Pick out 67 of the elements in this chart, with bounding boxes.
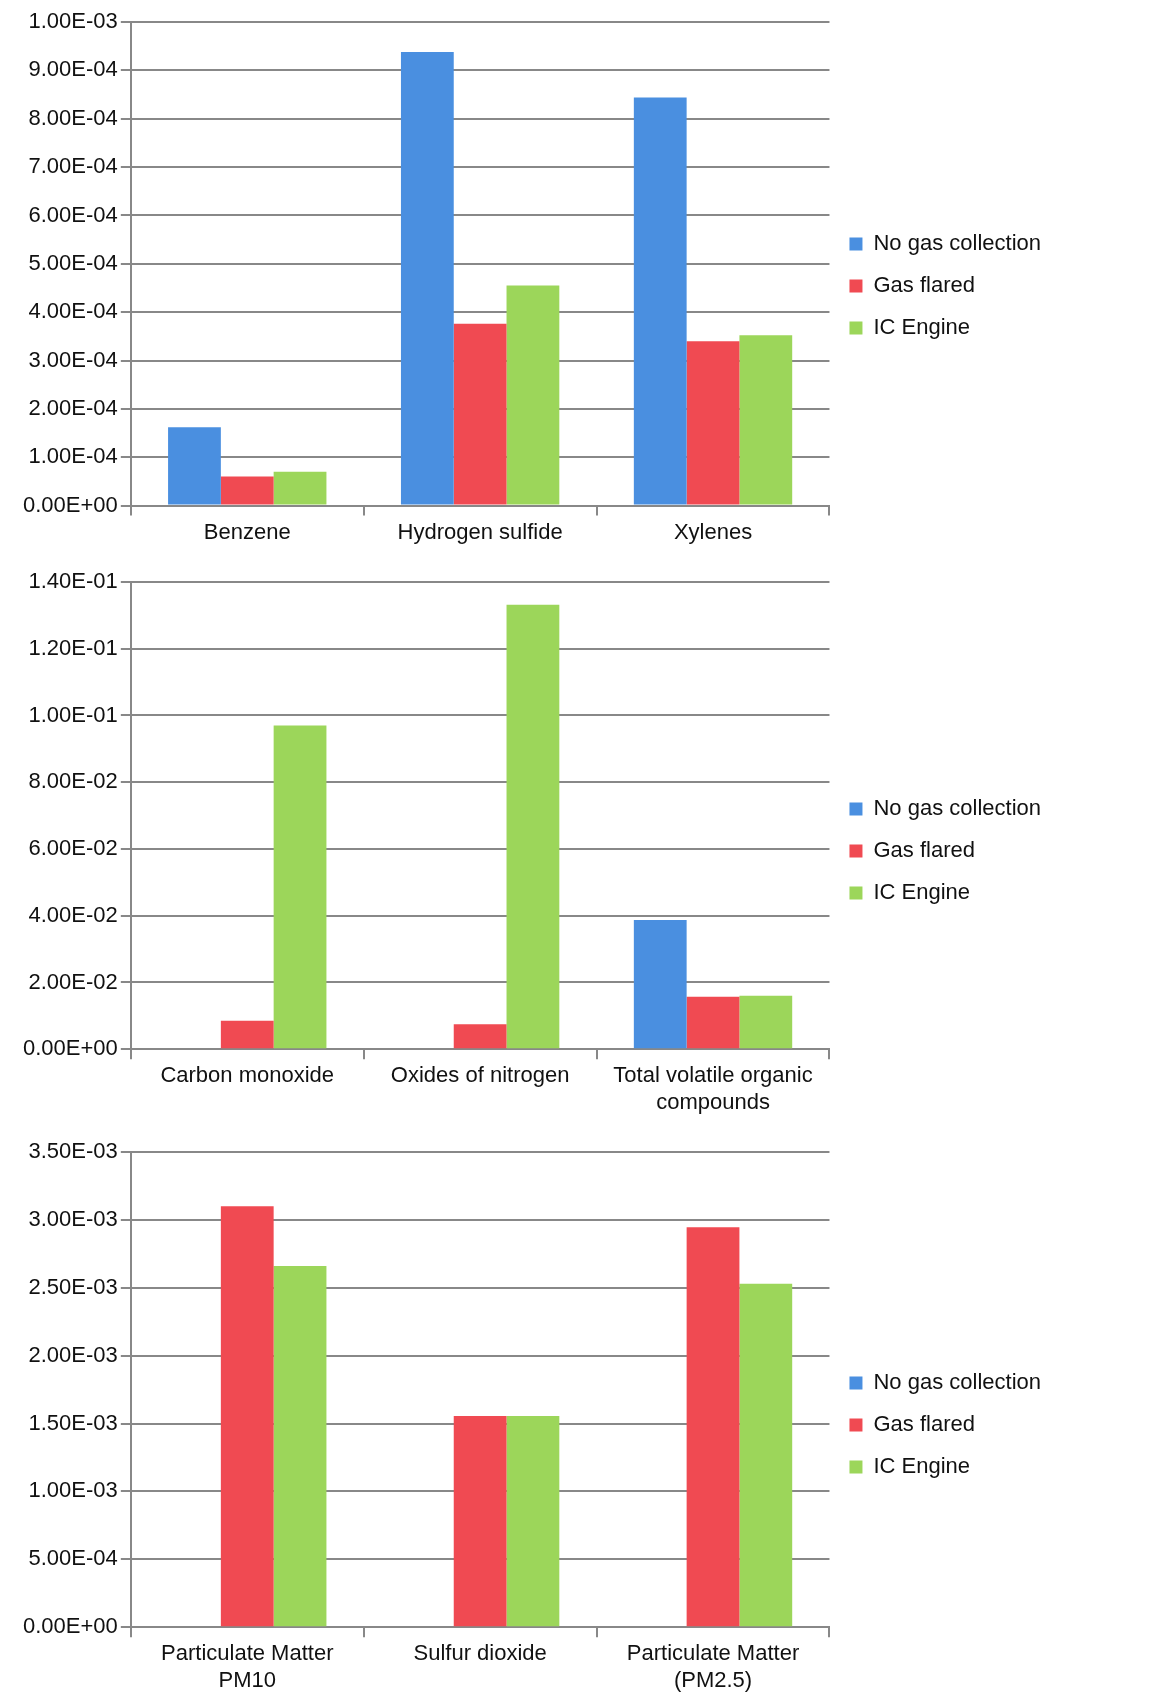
bar (633, 920, 687, 1049)
x-tick-label: Particulate Matter (PM2.5) (626, 1640, 800, 1692)
bar (400, 51, 454, 505)
bar (739, 995, 793, 1049)
y-tick-label: 2.50E-03 (28, 1273, 118, 1299)
y-tick-label: 1.00E-04 (28, 443, 118, 469)
y-tick-label: 2.00E-03 (28, 1341, 118, 1367)
legend-label: Gas flared (873, 272, 975, 298)
y-tick-label: 3.00E-03 (28, 1205, 118, 1231)
y-tick-label: 0.00E+00 (23, 1613, 118, 1639)
legend-label: Gas flared (873, 837, 975, 863)
y-tick-label: 2.00E-02 (28, 968, 118, 994)
y-tick-label: 3.00E-04 (28, 346, 118, 372)
bar (273, 1266, 327, 1627)
legend-label: No gas collection (873, 230, 1042, 256)
bar (506, 285, 560, 505)
y-tick-label: 8.00E-02 (28, 768, 118, 794)
y-tick-label: 1.00E-01 (28, 701, 118, 727)
legend-label: IC Engine (873, 879, 971, 905)
y-tick-label: 1.20E-01 (28, 634, 118, 660)
y-tick-label: 2.00E-04 (28, 394, 118, 420)
y-tick-label: 5.00E-04 (28, 1545, 118, 1571)
bar (220, 1206, 274, 1627)
y-tick-label: 8.00E-04 (28, 104, 118, 130)
y-tick-label: 1.50E-03 (28, 1409, 118, 1435)
y-tick-label: 4.00E-02 (28, 901, 118, 927)
y-tick-label: 6.00E-04 (28, 201, 118, 227)
bar (686, 1227, 740, 1627)
bar (686, 996, 740, 1049)
x-tick-label: Total volatile organic compounds (613, 1062, 813, 1114)
bar (739, 335, 793, 505)
legend-label: No gas collection (873, 795, 1042, 821)
bar (506, 1416, 560, 1627)
legend-label: Gas flared (873, 1411, 975, 1437)
bar (633, 97, 687, 505)
x-tick-label: Carbon monoxide (160, 1062, 335, 1088)
x-tick-label: Xylenes (673, 518, 753, 544)
x-tick-label: Sulfur dioxide (413, 1640, 547, 1666)
bar (686, 341, 740, 505)
bar (220, 476, 274, 505)
y-tick-label: 1.00E-03 (28, 8, 118, 34)
legend-label: IC Engine (873, 314, 971, 340)
y-tick-label: 0.00E+00 (23, 491, 118, 517)
bar (168, 427, 221, 505)
bar (453, 323, 507, 505)
y-tick-label: 1.00E-03 (28, 1477, 118, 1503)
bar (273, 725, 327, 1049)
bar (453, 1024, 507, 1049)
y-tick-label: 0.00E+00 (23, 1035, 118, 1061)
bar (273, 471, 327, 505)
y-tick-label: 1.40E-01 (28, 568, 118, 594)
bar (739, 1283, 793, 1627)
x-tick-label: Particulate Matter PM10 (161, 1640, 334, 1692)
x-tick-label: Benzene (203, 518, 291, 544)
y-tick-label: 5.00E-04 (28, 249, 118, 275)
legend-label: IC Engine (873, 1453, 971, 1479)
bar (220, 1020, 274, 1049)
legend-label: No gas collection (873, 1369, 1042, 1395)
y-tick-label: 9.00E-04 (28, 56, 118, 82)
x-tick-label: Oxides of nitrogen (390, 1062, 570, 1088)
bar (506, 604, 560, 1049)
bar (453, 1416, 507, 1627)
y-tick-label: 3.50E-03 (28, 1138, 118, 1164)
y-tick-label: 7.00E-04 (28, 153, 118, 179)
y-tick-label: 6.00E-02 (28, 835, 118, 861)
y-tick-label: 4.00E-04 (28, 298, 118, 324)
x-tick-label: Hydrogen sulfide (397, 518, 563, 544)
